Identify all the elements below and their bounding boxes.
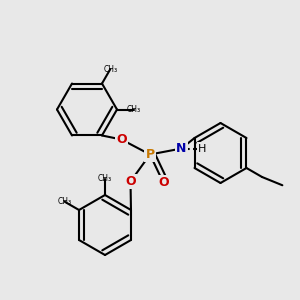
Text: CH₃: CH₃ [58,197,72,206]
Text: CH₃: CH₃ [126,105,141,114]
Text: P: P [146,148,154,161]
Text: CH₃: CH₃ [103,65,117,74]
Text: H: H [198,143,207,154]
Text: N: N [176,142,187,155]
Text: O: O [116,133,127,146]
Text: O: O [158,176,169,190]
Text: O: O [125,175,136,188]
Text: CH₃: CH₃ [98,174,112,183]
